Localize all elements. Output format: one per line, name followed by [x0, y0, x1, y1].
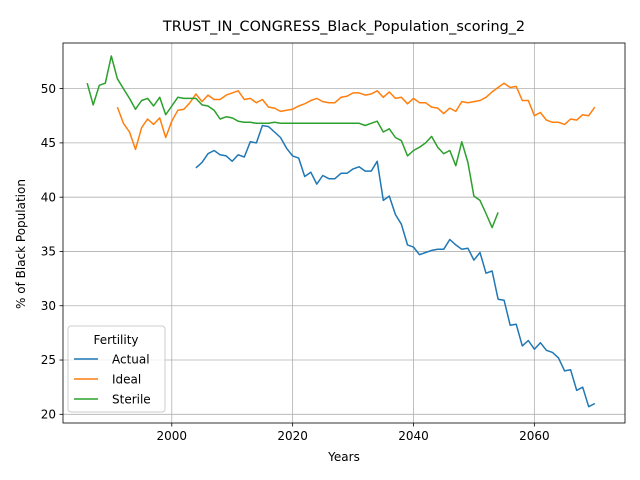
y-tick-label: 20	[41, 408, 56, 422]
x-axis-label: Years	[327, 450, 360, 464]
plot-area: 2000 2020 2040 2060 20 25 30 35 40 45 50	[41, 42, 626, 443]
y-axis-ticks: 20 25 30 35 40 45 50	[41, 82, 63, 422]
legend-title: Fertility	[93, 333, 138, 347]
chart-title: TRUST_IN_CONGRESS_Black_Population_scori…	[162, 19, 525, 35]
legend-box	[67, 325, 166, 413]
axes-frame	[62, 42, 626, 424]
y-tick-label: 30	[41, 299, 56, 313]
series-line-sterile	[86, 55, 499, 229]
x-axis-ticks: 2000 2020 2040 2060	[157, 423, 550, 443]
y-tick-label: 45	[41, 136, 56, 150]
y-tick-label: 50	[41, 82, 56, 96]
y-tick-label: 35	[41, 245, 56, 259]
series-line-ideal	[116, 82, 596, 151]
x-tick-label: 2060	[519, 429, 550, 443]
x-tick-label: 2000	[157, 429, 188, 443]
series-line-actual	[195, 124, 596, 408]
y-axis-label: % of Black Population	[14, 179, 28, 309]
y-tick-label: 25	[41, 353, 56, 367]
legend-items: Actual Ideal Sterile	[74, 352, 151, 406]
x-tick-label: 2040	[398, 429, 429, 443]
y-tick-label: 40	[41, 190, 56, 204]
legend-label-actual: Actual	[112, 352, 150, 366]
legend-label-ideal: Ideal	[112, 372, 141, 386]
series-lines	[86, 55, 596, 408]
x-tick-label: 2020	[277, 429, 308, 443]
legend-label-sterile: Sterile	[112, 392, 151, 406]
grid-lines	[63, 43, 625, 423]
legend: Fertility Actual Ideal Sterile	[67, 325, 166, 413]
